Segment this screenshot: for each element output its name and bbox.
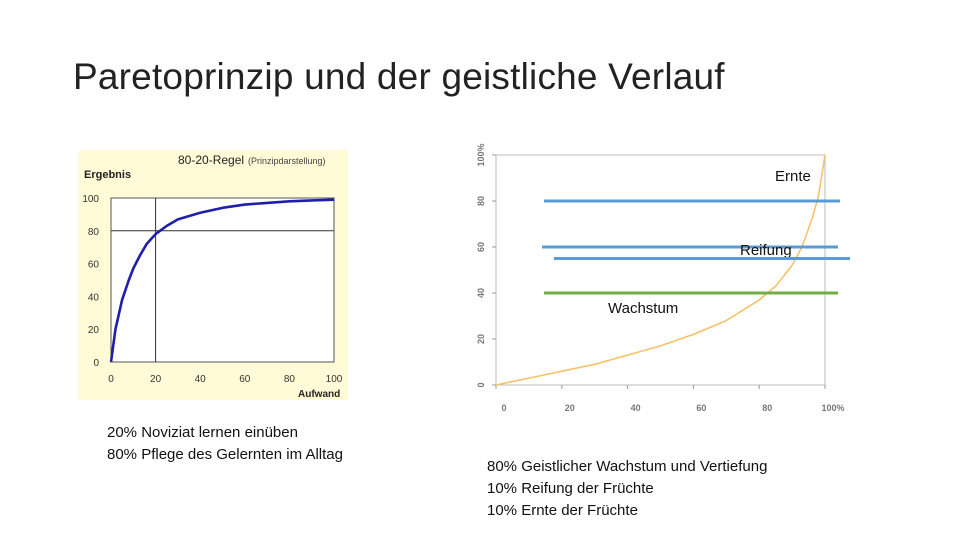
y-tick-label: 100 — [82, 194, 99, 205]
x-tick-label: 100 — [326, 374, 343, 385]
y-tick-label: 0 — [93, 358, 99, 369]
x-axis-label: Aufwand — [298, 389, 340, 400]
growth-chart-svg: 0 20 40 60 80 100% 0 20 40 60 80 100% Ernte Reifung Wa… — [476, 143, 850, 413]
caption-left-line: 20% Noviziat lernen einüben — [107, 424, 298, 441]
y-tick-label: 20 — [88, 325, 100, 336]
growth-chart: 0 20 40 60 80 100% 0 20 40 60 80 100% Ernte Reifung Wa… — [470, 140, 860, 420]
x-tick-label: 100% — [821, 403, 844, 413]
band-label: Reifung — [740, 242, 792, 259]
y-tick-label: 20 — [476, 334, 486, 344]
caption-right: 80% Geistlicher Wachstum und Vertiefung … — [487, 456, 767, 522]
x-tick-label: 60 — [239, 374, 251, 385]
pareto-chart: 80-20-Regel (Prinzipdarstellung) Ergebni… — [78, 150, 348, 400]
caption-left-line: 80% Pflege des Gelernten im Alltag — [107, 446, 343, 463]
y-tick-label: 100% — [476, 143, 486, 166]
y-axis-label: Ergebnis — [84, 169, 131, 181]
x-tick-label: 60 — [696, 403, 706, 413]
band-label: Wachstum — [608, 300, 678, 317]
caption-left: 20% Noviziat lernen einüben 80% Pflege d… — [107, 422, 343, 466]
y-tick-label: 60 — [88, 260, 100, 271]
x-tick-label: 80 — [762, 403, 772, 413]
caption-right-line: 10% Ernte der Früchte — [487, 502, 638, 519]
pareto-curve — [109, 198, 335, 363]
x-tick-label: 20 — [150, 374, 162, 385]
x-tick-label: 0 — [108, 374, 114, 385]
y-tick-label: 80 — [88, 227, 100, 238]
band-label: Ernte — [775, 168, 811, 185]
y-tick-label: 40 — [88, 292, 100, 303]
pareto-chart-svg: 80-20-Regel (Prinzipdarstellung) Ergebni… — [82, 153, 343, 400]
x-tick-label: 40 — [631, 403, 641, 413]
y-tick-label: 60 — [476, 242, 486, 252]
y-tick-label: 40 — [476, 288, 486, 298]
caption-right-line: 80% Geistlicher Wachstum und Vertiefung — [487, 458, 768, 475]
chart-subtitle: (Prinzipdarstellung) — [248, 156, 326, 166]
plot-area — [110, 197, 335, 363]
plot-area — [495, 154, 826, 386]
x-tick-label: 0 — [501, 403, 506, 413]
y-tick-label: 80 — [476, 196, 486, 206]
x-tick-label: 20 — [565, 403, 575, 413]
caption-right-line: 10% Reifung der Früchte — [487, 480, 654, 497]
growth-curve — [495, 154, 826, 386]
chart-title: 80-20-Regel — [178, 153, 244, 167]
slide-title: Paretoprinzip und der geistliche Verlauf — [73, 56, 725, 97]
y-tick-label: 0 — [476, 382, 486, 387]
x-tick-label: 80 — [284, 374, 296, 385]
x-tick-label: 40 — [195, 374, 207, 385]
